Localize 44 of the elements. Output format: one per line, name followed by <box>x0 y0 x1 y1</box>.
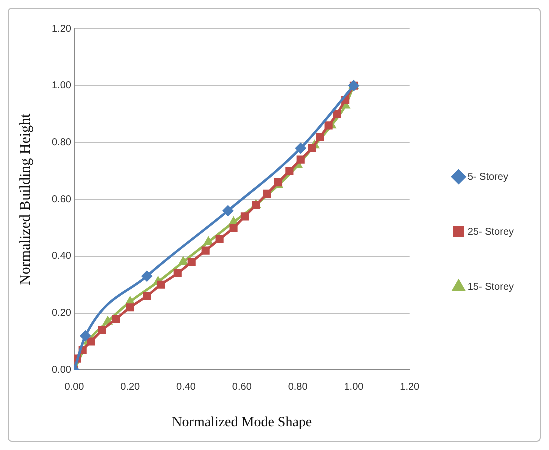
y-tick-label: 0.40 <box>52 251 72 262</box>
point <box>80 330 92 342</box>
point <box>263 190 272 198</box>
y-tick-label: 1.20 <box>52 24 72 35</box>
point <box>188 258 196 266</box>
x-axis-title: Normalized Mode Shape <box>172 415 312 430</box>
legend-label: 15- Storey <box>468 282 514 293</box>
y-tick-label: 1.00 <box>52 80 72 92</box>
x-tick-label: 1.20 <box>400 382 420 393</box>
point <box>112 314 120 324</box>
point <box>178 256 188 266</box>
point <box>142 270 153 282</box>
point <box>143 292 152 300</box>
point <box>324 122 333 130</box>
point <box>286 167 294 176</box>
point <box>308 144 316 152</box>
x-tick-label: 0.60 <box>232 382 252 393</box>
y-axis-title: Normalized Building Height <box>18 112 34 286</box>
y-tick-label: 0.20 <box>52 308 72 320</box>
legend-label: 5- Storey <box>468 172 508 183</box>
x-tick-label: 1.00 <box>344 382 364 393</box>
point <box>202 246 210 255</box>
point <box>316 133 324 142</box>
x-tick-label: 0.20 <box>120 382 141 393</box>
y-tick-label: 0.00 <box>52 364 72 376</box>
y-tick-label: 0.80 <box>52 137 72 148</box>
point <box>333 110 342 118</box>
point <box>126 304 134 312</box>
point <box>204 236 214 246</box>
point <box>157 280 166 289</box>
point <box>296 156 305 164</box>
point <box>87 338 96 346</box>
legend-label: 25- Storey <box>468 226 514 238</box>
point <box>216 235 224 244</box>
point <box>222 205 234 216</box>
point <box>240 212 249 221</box>
x-tick-label: 0.00 <box>64 382 85 393</box>
point <box>295 142 306 154</box>
point <box>230 224 238 232</box>
point <box>174 269 182 278</box>
x-tick-label: 0.40 <box>176 382 196 393</box>
point <box>98 326 106 334</box>
x-tick-label: 0.80 <box>288 382 308 393</box>
y-tick-label: 0.60 <box>52 194 72 206</box>
